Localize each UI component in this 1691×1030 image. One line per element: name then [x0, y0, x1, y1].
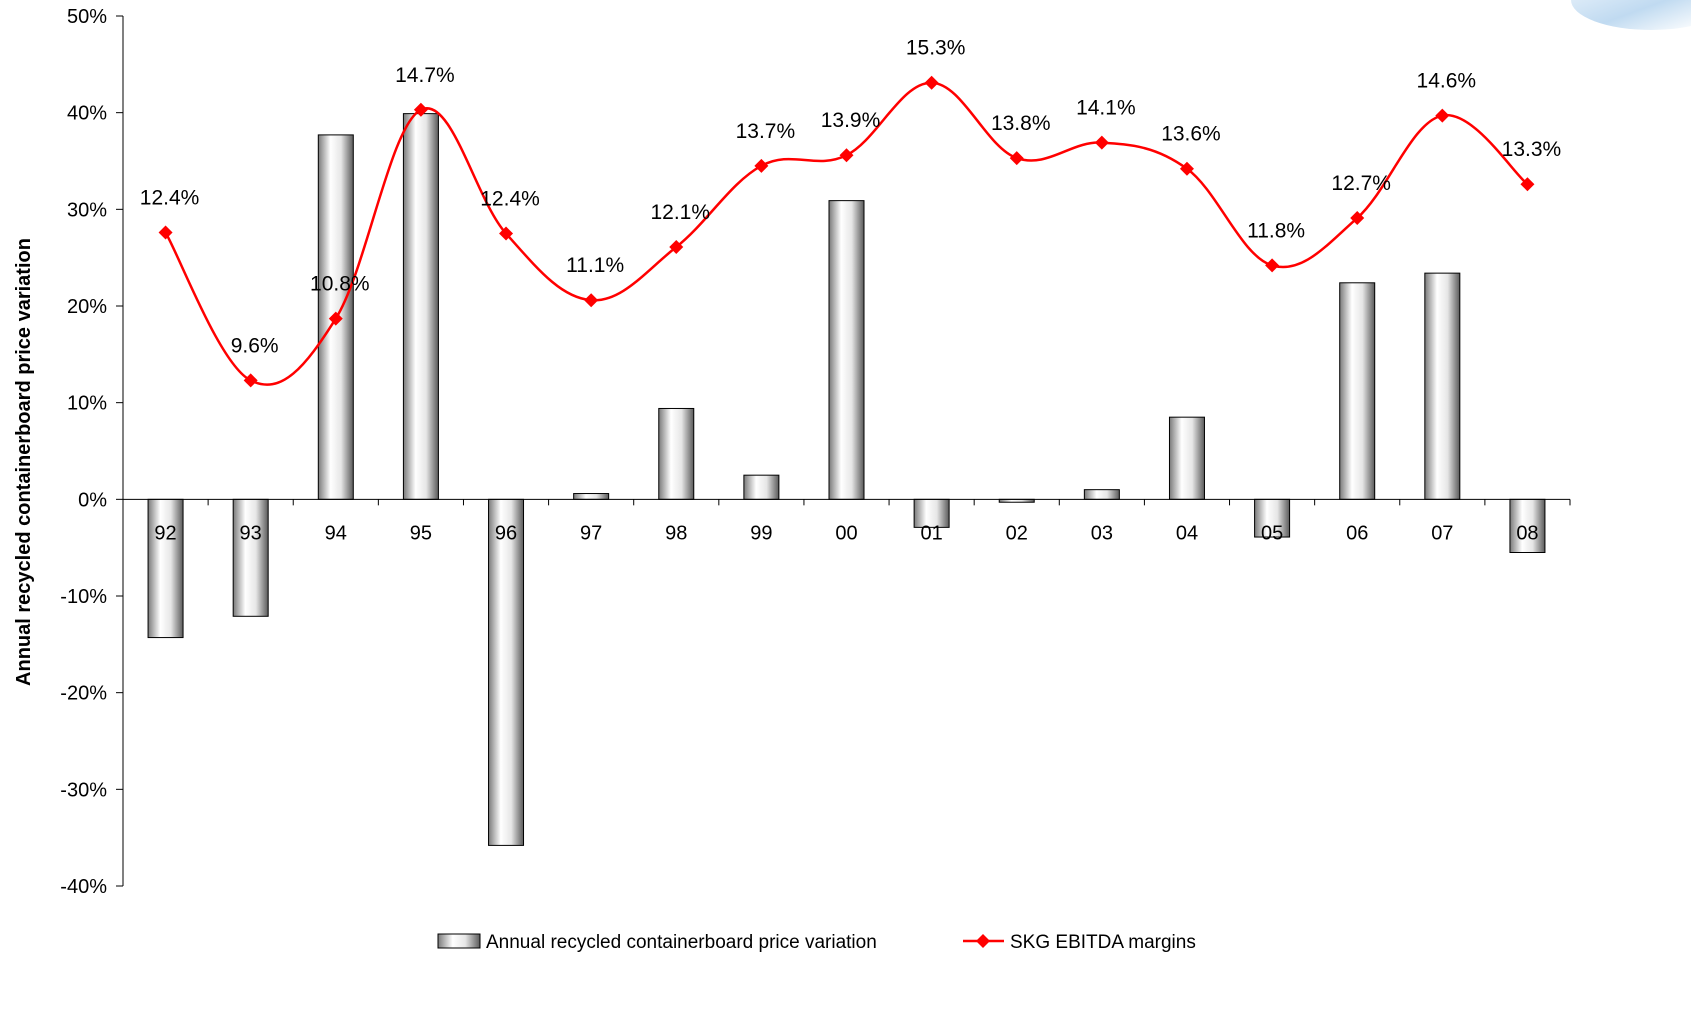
- ebitda-point: [1009, 151, 1024, 166]
- bar: [1254, 498, 1291, 538]
- ebitda-data-label: 14.6%: [1417, 70, 1477, 93]
- ebitda-data-label: 14.1%: [1076, 97, 1136, 120]
- x-tick-label: 98: [665, 522, 687, 544]
- ebitda-data-label: 13.6%: [1161, 123, 1221, 146]
- bar: [1168, 416, 1205, 500]
- x-tick-label: 07: [1431, 522, 1453, 544]
- ebitda-data-label: 13.3%: [1502, 138, 1562, 161]
- ebitda-data-label: 13.8%: [991, 112, 1051, 135]
- x-tick-label: 01: [920, 522, 942, 544]
- bar: [828, 200, 865, 500]
- bar: [488, 498, 525, 846]
- ebitda-data-label: 14.7%: [395, 64, 455, 87]
- y-tick-label: -10%: [60, 586, 107, 608]
- x-tick-label: 94: [325, 522, 347, 544]
- bar: [232, 498, 269, 617]
- ebitda-data-label: 12.4%: [480, 188, 540, 211]
- y-tick-label: -20%: [60, 683, 107, 705]
- ebitda-data-label: 12.7%: [1331, 172, 1391, 195]
- ebitda-point: [1520, 177, 1535, 192]
- ebitda-data-label: 13.9%: [821, 109, 881, 132]
- ebitda-data-label: 12.4%: [140, 187, 200, 210]
- ebitda-point: [158, 225, 173, 240]
- bar: [1083, 489, 1120, 500]
- x-tick-label: 99: [750, 522, 772, 544]
- ebitda-point: [924, 75, 939, 90]
- x-tick-label: 95: [410, 522, 432, 544]
- ebitda-point: [243, 373, 258, 388]
- ebitda-data-label: 11.1%: [566, 254, 624, 277]
- y-axis: -40% -30% -20% -10% 0% 10% 20% 30% 40% 50%: [60, 6, 124, 898]
- x-tick-label: 00: [835, 522, 857, 544]
- ebitda-data-label: 11.8%: [1247, 219, 1305, 242]
- legend-bar-label: Annual recycled containerboard price var…: [486, 932, 877, 953]
- ebitda-data-label: 9.6%: [231, 334, 279, 357]
- y-tick-label: 10%: [67, 393, 107, 415]
- bar: [573, 493, 610, 500]
- ebitda-data-label: 13.7%: [736, 120, 796, 143]
- x-tick-label: 04: [1176, 522, 1198, 544]
- bar: [147, 498, 184, 639]
- ebitda-point: [328, 311, 343, 326]
- ebitda-point: [1094, 135, 1109, 150]
- bar: [913, 498, 950, 528]
- y-tick-label: 30%: [67, 199, 107, 221]
- ebitda-point: [754, 158, 769, 173]
- x-tick-label: 97: [580, 522, 602, 544]
- y-tick-label: 20%: [67, 296, 107, 318]
- ebitda-line: [164, 81, 1529, 386]
- ebitda-point: [1435, 108, 1450, 123]
- bar: [658, 407, 695, 500]
- legend-line-marker: [976, 934, 990, 948]
- ebitda-point: [1265, 258, 1280, 273]
- y-tick-label: 40%: [67, 103, 107, 125]
- x-tick-label: 96: [495, 522, 517, 544]
- ebitda-point: [669, 240, 684, 255]
- x-tick-label: 93: [240, 522, 262, 544]
- x-axis: 92 93 94 95 96 97 98 99 00 01 02 03 04 05 06 07 08: [122, 498, 1571, 544]
- x-tick-label: 05: [1261, 522, 1283, 544]
- x-tick-label: 02: [1006, 522, 1028, 544]
- ebitda-point: [1350, 211, 1365, 226]
- y-tick-label: 0%: [78, 489, 107, 511]
- line-series: 12.4% 9.6% 10.8% 14.7% 12.4% 11.1% 12.1% 13.7% 1…: [140, 37, 1561, 388]
- bar: [743, 474, 780, 500]
- ebitda-point: [839, 148, 854, 163]
- bar: [1424, 272, 1461, 500]
- legend-line-label: SKG EBITDA margins: [1010, 932, 1196, 953]
- x-tick-label: 06: [1346, 522, 1368, 544]
- bar: [1509, 498, 1546, 554]
- legend: Annual recycled containerboard price var…: [437, 932, 1196, 953]
- ebitda-data-label: 10.8%: [310, 273, 370, 296]
- ebitda-point: [1179, 161, 1194, 176]
- ebitda-data-label: 15.3%: [906, 37, 966, 60]
- y-tick-label: 50%: [67, 6, 107, 28]
- ebitda-point: [413, 102, 428, 117]
- y-tick-label: -40%: [60, 876, 107, 898]
- x-tick-label: 03: [1091, 522, 1113, 544]
- bar: [402, 113, 439, 500]
- y-tick-label: -30%: [60, 779, 107, 801]
- y-axis-title: Annual recycled containerboard price var…: [13, 238, 35, 686]
- ebitda-point: [499, 226, 514, 241]
- x-tick-label: 08: [1516, 522, 1538, 544]
- legend-bar-swatch: [437, 933, 481, 949]
- bar: [1339, 282, 1376, 500]
- ebitda-data-label: 12.1%: [650, 201, 710, 224]
- bar-series: [147, 113, 1546, 846]
- x-tick-label: 92: [154, 522, 176, 544]
- ebitda-point: [584, 293, 599, 308]
